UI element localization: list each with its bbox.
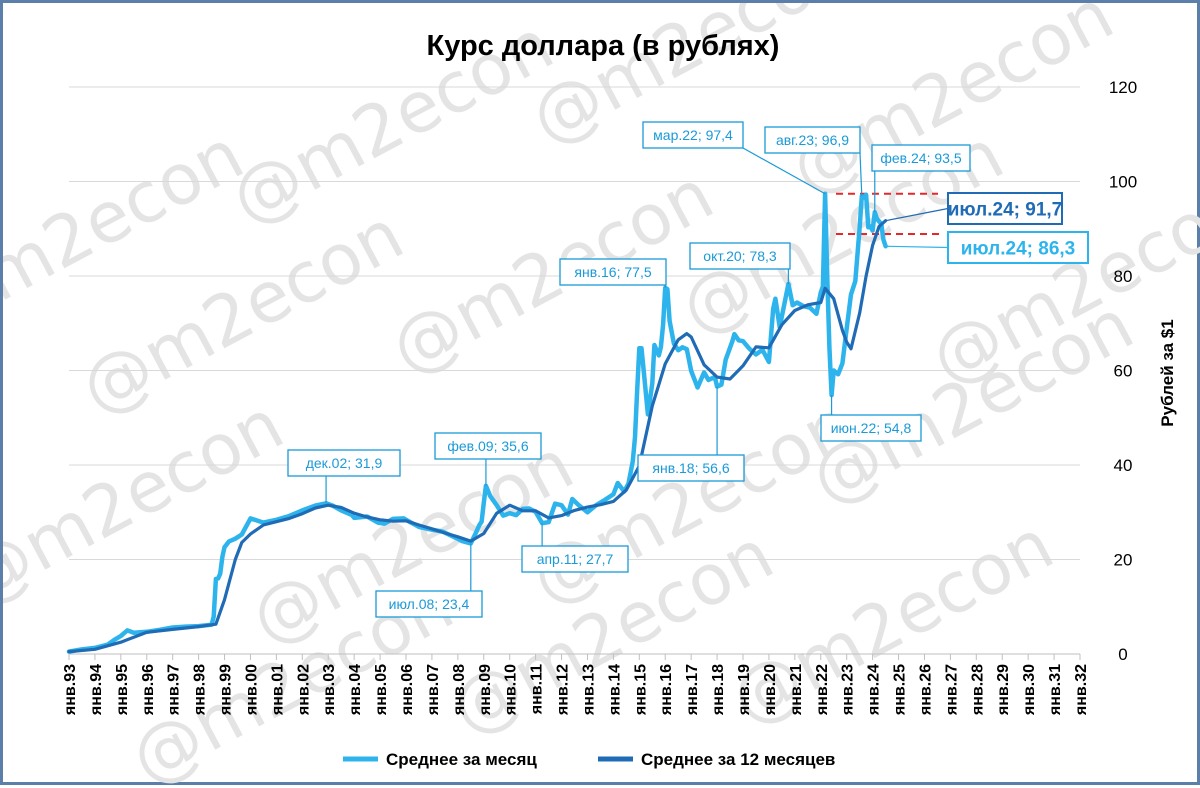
x-tick-label: янв.13 bbox=[580, 664, 597, 716]
x-tick-label: янв.01 bbox=[269, 664, 286, 716]
y-tick-label: 20 bbox=[1114, 551, 1133, 570]
x-tick-label: янв.32 bbox=[1073, 664, 1090, 716]
x-tick-label: янв.25 bbox=[892, 664, 909, 716]
y-axis-ticks: 0 20 40 60 80 100 120 bbox=[1109, 78, 1137, 664]
grid-layer bbox=[69, 86, 1080, 655]
x-tick-label: янв.19 bbox=[736, 664, 753, 716]
x-tick-label: янв.96 bbox=[140, 664, 157, 716]
x-tick-label: янв.08 bbox=[451, 664, 468, 716]
y-tick-label: 80 bbox=[1114, 267, 1133, 286]
chart-title: Курс доллара (в рублях) bbox=[427, 30, 780, 62]
x-tick-label: янв.05 bbox=[373, 664, 390, 716]
annotation-label: янв.18; 56,6 bbox=[652, 460, 729, 476]
legend: Среднее за месяц Среднее за 12 месяцев bbox=[343, 750, 835, 769]
series-line-annual bbox=[67, 219, 888, 654]
annotation-box bbox=[559, 258, 667, 286]
x-tick-label: янв.06 bbox=[399, 664, 416, 716]
y-tick-label: 100 bbox=[1109, 173, 1137, 192]
annotation-label: окт.20; 78,3 bbox=[703, 248, 777, 264]
x-tick-label: янв.95 bbox=[114, 664, 131, 716]
annotation-label: авг.23; 96,9 bbox=[776, 132, 849, 148]
x-tick-label: янв.00 bbox=[243, 664, 260, 716]
annotation-leader bbox=[742, 147, 826, 195]
annotation-box bbox=[820, 414, 922, 442]
x-tick-label: янв.28 bbox=[969, 664, 986, 716]
x-tick-label: янв.16 bbox=[658, 664, 675, 716]
x-tick-label: янв.29 bbox=[995, 664, 1012, 716]
y-tick-label: 0 bbox=[1118, 645, 1127, 664]
annotation-box bbox=[521, 545, 629, 573]
annotation-label: мар.22; 97,4 bbox=[653, 127, 733, 143]
x-tick-label: янв.24 bbox=[866, 664, 883, 716]
annotation-box bbox=[642, 121, 744, 149]
x-tick-label: янв.30 bbox=[1021, 664, 1038, 716]
annotation-label: июн.22; 54,8 bbox=[831, 420, 912, 436]
x-tick-label: янв.17 bbox=[684, 664, 701, 716]
x-tick-label: янв.21 bbox=[788, 664, 805, 716]
annotation-label: янв.16; 77,5 bbox=[574, 264, 651, 280]
annotation-label: апр.11; 27,7 bbox=[537, 551, 614, 567]
annotation-box bbox=[287, 449, 401, 477]
annotation-box bbox=[764, 126, 861, 154]
x-tick-label: янв.99 bbox=[218, 664, 235, 716]
x-tick-label: янв.20 bbox=[762, 664, 779, 716]
x-tick-label: янв.94 bbox=[88, 664, 105, 716]
annotation-box bbox=[375, 590, 483, 618]
x-tick-label: янв.07 bbox=[425, 664, 442, 716]
watermark-text: @m2econ bbox=[377, 153, 726, 390]
x-tick-label: янв.04 bbox=[347, 664, 364, 716]
annotation-box bbox=[637, 454, 745, 482]
annotation-box bbox=[434, 432, 542, 460]
y-axis-label: Рублей за $1 bbox=[1158, 319, 1177, 426]
annotation-box bbox=[947, 231, 1089, 264]
annotation-layer: дек.02; 31,9 июл.08; 23,4 фев.09; 35,6 апр.… bbox=[287, 121, 1089, 618]
x-tick-label: янв.98 bbox=[192, 664, 209, 716]
x-tick-label: янв.11 bbox=[529, 664, 546, 715]
x-tick-label: янв.31 bbox=[1047, 664, 1064, 716]
annotation-leader bbox=[859, 152, 863, 197]
x-tick-label: янв.18 bbox=[710, 664, 727, 716]
x-axis-ticks: янв.93 янв.94 янв.95 янв.96 янв.97 янв.98 янв.… bbox=[62, 654, 1090, 716]
annotation-box bbox=[947, 192, 1063, 225]
annotation-box bbox=[871, 144, 971, 172]
series-layer bbox=[66, 191, 888, 654]
annotation-label: фев.24; 93,5 bbox=[880, 150, 961, 166]
x-tick-label: янв.93 bbox=[62, 664, 79, 716]
annotation-leader bbox=[885, 245, 949, 249]
annotation-label: июл.24; 86,3 bbox=[961, 239, 1076, 260]
y-tick-label: 120 bbox=[1109, 78, 1137, 97]
x-tick-label: янв.10 bbox=[503, 664, 520, 716]
x-tick-label: янв.12 bbox=[555, 664, 572, 716]
x-tick-label: янв.14 bbox=[606, 664, 623, 716]
x-tick-label: янв.26 bbox=[917, 664, 934, 716]
annotation-label: июл.24; 91,7 bbox=[948, 200, 1063, 221]
chart-svg: @m2econ@m2econ@m2econ@m2econ@m2econ@m2ec… bbox=[3, 3, 1200, 788]
x-tick-label: янв.97 bbox=[166, 664, 183, 716]
reference-lines bbox=[836, 192, 943, 235]
x-tick-label: янв.23 bbox=[840, 664, 857, 716]
legend-label-annual: Среднее за 12 месяцев bbox=[641, 750, 835, 769]
x-tick-label: янв.22 bbox=[814, 664, 831, 716]
x-tick-label: янв.15 bbox=[632, 664, 649, 716]
annotation-label: фев.09; 35,6 bbox=[447, 438, 528, 454]
x-tick-label: янв.03 bbox=[321, 664, 338, 716]
y-tick-label: 40 bbox=[1114, 456, 1133, 475]
annotation-box bbox=[689, 242, 791, 270]
y-tick-label: 60 bbox=[1114, 362, 1133, 381]
annotation-label: дек.02; 31,9 bbox=[306, 455, 383, 471]
legend-label-monthly: Среднее за месяц bbox=[386, 750, 537, 769]
x-tick-label: янв.27 bbox=[943, 664, 960, 716]
annotation-label: июл.08; 23,4 bbox=[389, 596, 470, 612]
annotation-leader bbox=[885, 207, 949, 222]
x-tick-label: янв.09 bbox=[477, 664, 494, 716]
x-tick-label: янв.02 bbox=[295, 664, 312, 716]
